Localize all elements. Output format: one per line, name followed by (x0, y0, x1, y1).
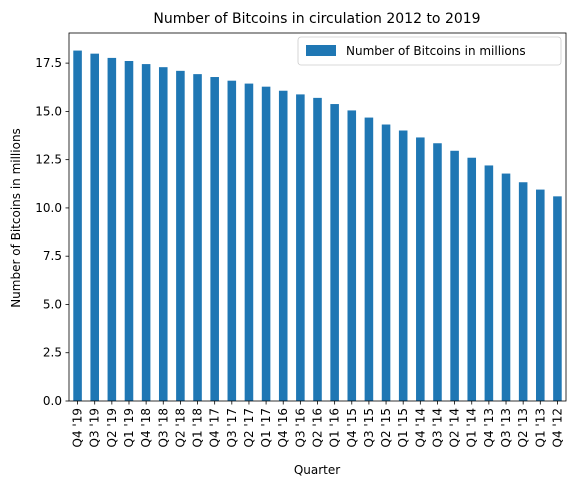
x-tick-label: Q2 '17 (242, 408, 256, 447)
y-tick-label: 10.0 (35, 201, 62, 215)
x-tick-label: Q3 '17 (225, 408, 239, 447)
bar (124, 60, 134, 402)
x-tick-label: Q4 '12 (550, 408, 564, 447)
bar (90, 53, 99, 402)
plot-frame (68, 32, 567, 402)
bar (73, 50, 82, 402)
bar (536, 189, 545, 401)
bar (227, 80, 237, 402)
y-tick-label: 15.0 (35, 104, 62, 118)
x-tick-label: Q4 '18 (139, 408, 153, 447)
x-tick-label: Q4 '14 (413, 408, 427, 447)
bar (381, 124, 391, 402)
x-tick-label: Q4 '15 (345, 408, 359, 447)
bar (364, 117, 374, 401)
x-tick-label: Q1 '18 (191, 408, 205, 447)
x-tick-label: Q2 '14 (448, 408, 462, 447)
x-tick-label: Q2 '15 (379, 408, 393, 447)
bar (398, 130, 408, 401)
x-tick-label: Q1 '15 (396, 408, 410, 447)
bar (347, 110, 357, 401)
bar (467, 157, 477, 401)
bar (107, 57, 117, 401)
y-tick-label: 17.5 (35, 56, 62, 70)
bar (330, 104, 339, 401)
y-axis-label: Number of Bitcoins in millions (9, 128, 23, 308)
bar (296, 94, 305, 401)
chart-title: Number of Bitcoins in circulation 2012 t… (153, 11, 480, 27)
x-tick-label: Q1 '13 (533, 408, 547, 447)
legend-label: Number of Bitcoins in millions (346, 44, 526, 58)
x-tick-label: Q3 '14 (430, 408, 444, 447)
x-tick-label: Q1 '16 (328, 408, 342, 447)
x-tick-label: Q1 '17 (259, 408, 273, 447)
bar (193, 74, 202, 401)
bar (450, 150, 459, 401)
x-tick-label: Q3 '18 (156, 408, 170, 447)
x-tick-label: Q3 '16 (293, 408, 307, 447)
x-tick-label: Q4 '17 (208, 408, 222, 447)
y-axis: 0.0 2.5 5.0 7.5 10.0 12.5 15.0 17.5 (35, 56, 69, 408)
x-tick-label: Q1 '14 (465, 408, 479, 447)
bar (261, 86, 271, 401)
y-tick-label: 2.5 (43, 346, 62, 360)
bar (313, 97, 322, 401)
bar (278, 90, 288, 401)
legend: Number of Bitcoins in millions (297, 36, 562, 66)
bar (416, 137, 425, 401)
legend-swatch (306, 45, 336, 56)
x-tick-label: Q2 '19 (105, 408, 119, 447)
y-tick-label: 12.5 (35, 153, 62, 167)
bar (141, 64, 151, 401)
x-tick-label: Q2 '13 (516, 408, 530, 447)
x-tick-label: Q3 '13 (499, 408, 513, 447)
bar (484, 165, 494, 401)
bar (553, 196, 562, 401)
x-tick-label: Q3 '19 (88, 408, 102, 447)
y-tick-label: 0.0 (43, 394, 62, 408)
bar (210, 77, 219, 401)
bar (518, 182, 528, 401)
x-tick-label: Q1 '19 (122, 408, 136, 447)
bar (244, 83, 254, 402)
x-tick-label: Q3 '15 (362, 408, 376, 447)
x-tick-label: Q2 '18 (173, 408, 187, 447)
bar (433, 143, 442, 401)
bar (501, 173, 511, 401)
x-tick-label: Q4 '19 (71, 408, 85, 447)
legend-box (297, 36, 562, 66)
bar (158, 67, 168, 401)
x-tick-label: Q4 '13 (482, 408, 496, 447)
x-axis: Q4 '19 Q3 '19 Q2 '19 Q1 '19 Q4 '18 Q3 '18 Q2 '… (71, 401, 564, 447)
y-tick-label: 5.0 (43, 297, 62, 311)
bar (176, 70, 185, 402)
x-tick-label: Q4 '16 (276, 408, 290, 447)
x-axis-label: Quarter (294, 463, 340, 477)
x-tick-label: Q2 '16 (311, 408, 325, 447)
y-tick-label: 7.5 (43, 249, 62, 263)
bars-group (73, 50, 562, 402)
